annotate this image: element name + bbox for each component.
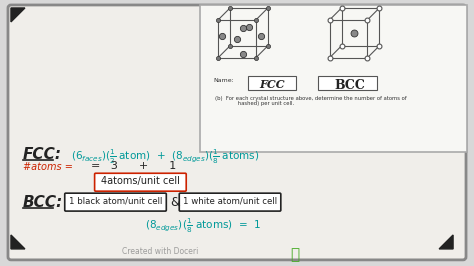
Text: $(6_{faces})(\frac{1}{2}$ atom$)$  $+$  $(8_{edges})(\frac{1}{8}$ atoms$)$: $(6_{faces})(\frac{1}{2}$ atom$)$ $+$ $(…: [71, 147, 259, 166]
Text: BCC:: BCC:: [23, 195, 63, 210]
Text: 1 white atom/unit cell: 1 white atom/unit cell: [183, 196, 277, 205]
Bar: [318, 76, 377, 90]
Text: Created with Doceri: Created with Doceri: [122, 247, 199, 256]
Text: &: &: [170, 196, 180, 209]
Bar: [200, 5, 467, 152]
Text: #atoms =: #atoms =: [23, 162, 73, 172]
Polygon shape: [11, 8, 25, 22]
Polygon shape: [11, 235, 25, 249]
FancyBboxPatch shape: [179, 193, 281, 211]
Text: =   3      +      1: = 3 + 1: [91, 161, 176, 171]
FancyBboxPatch shape: [8, 5, 466, 260]
FancyBboxPatch shape: [95, 173, 186, 191]
Text: 4atoms/unit cell: 4atoms/unit cell: [101, 176, 180, 186]
Text: FCC: FCC: [259, 79, 285, 90]
Polygon shape: [439, 235, 453, 249]
Text: Name:: Name:: [213, 78, 234, 83]
Text: 🤚: 🤚: [290, 247, 299, 262]
Text: $(8_{edges})(\frac{1}{8}$ atoms$)$  =  1: $(8_{edges})(\frac{1}{8}$ atoms$)$ = 1: [146, 216, 262, 235]
Bar: [248, 76, 296, 90]
Text: 1 black atom/unit cell: 1 black atom/unit cell: [69, 196, 162, 205]
Text: (b)  For each crystal structure above, determine the number of atoms of
        : (b) For each crystal structure above, de…: [215, 95, 407, 106]
Text: FCC:: FCC:: [23, 147, 62, 162]
Text: BCC: BCC: [334, 79, 365, 92]
FancyBboxPatch shape: [65, 193, 166, 211]
Polygon shape: [439, 8, 453, 22]
